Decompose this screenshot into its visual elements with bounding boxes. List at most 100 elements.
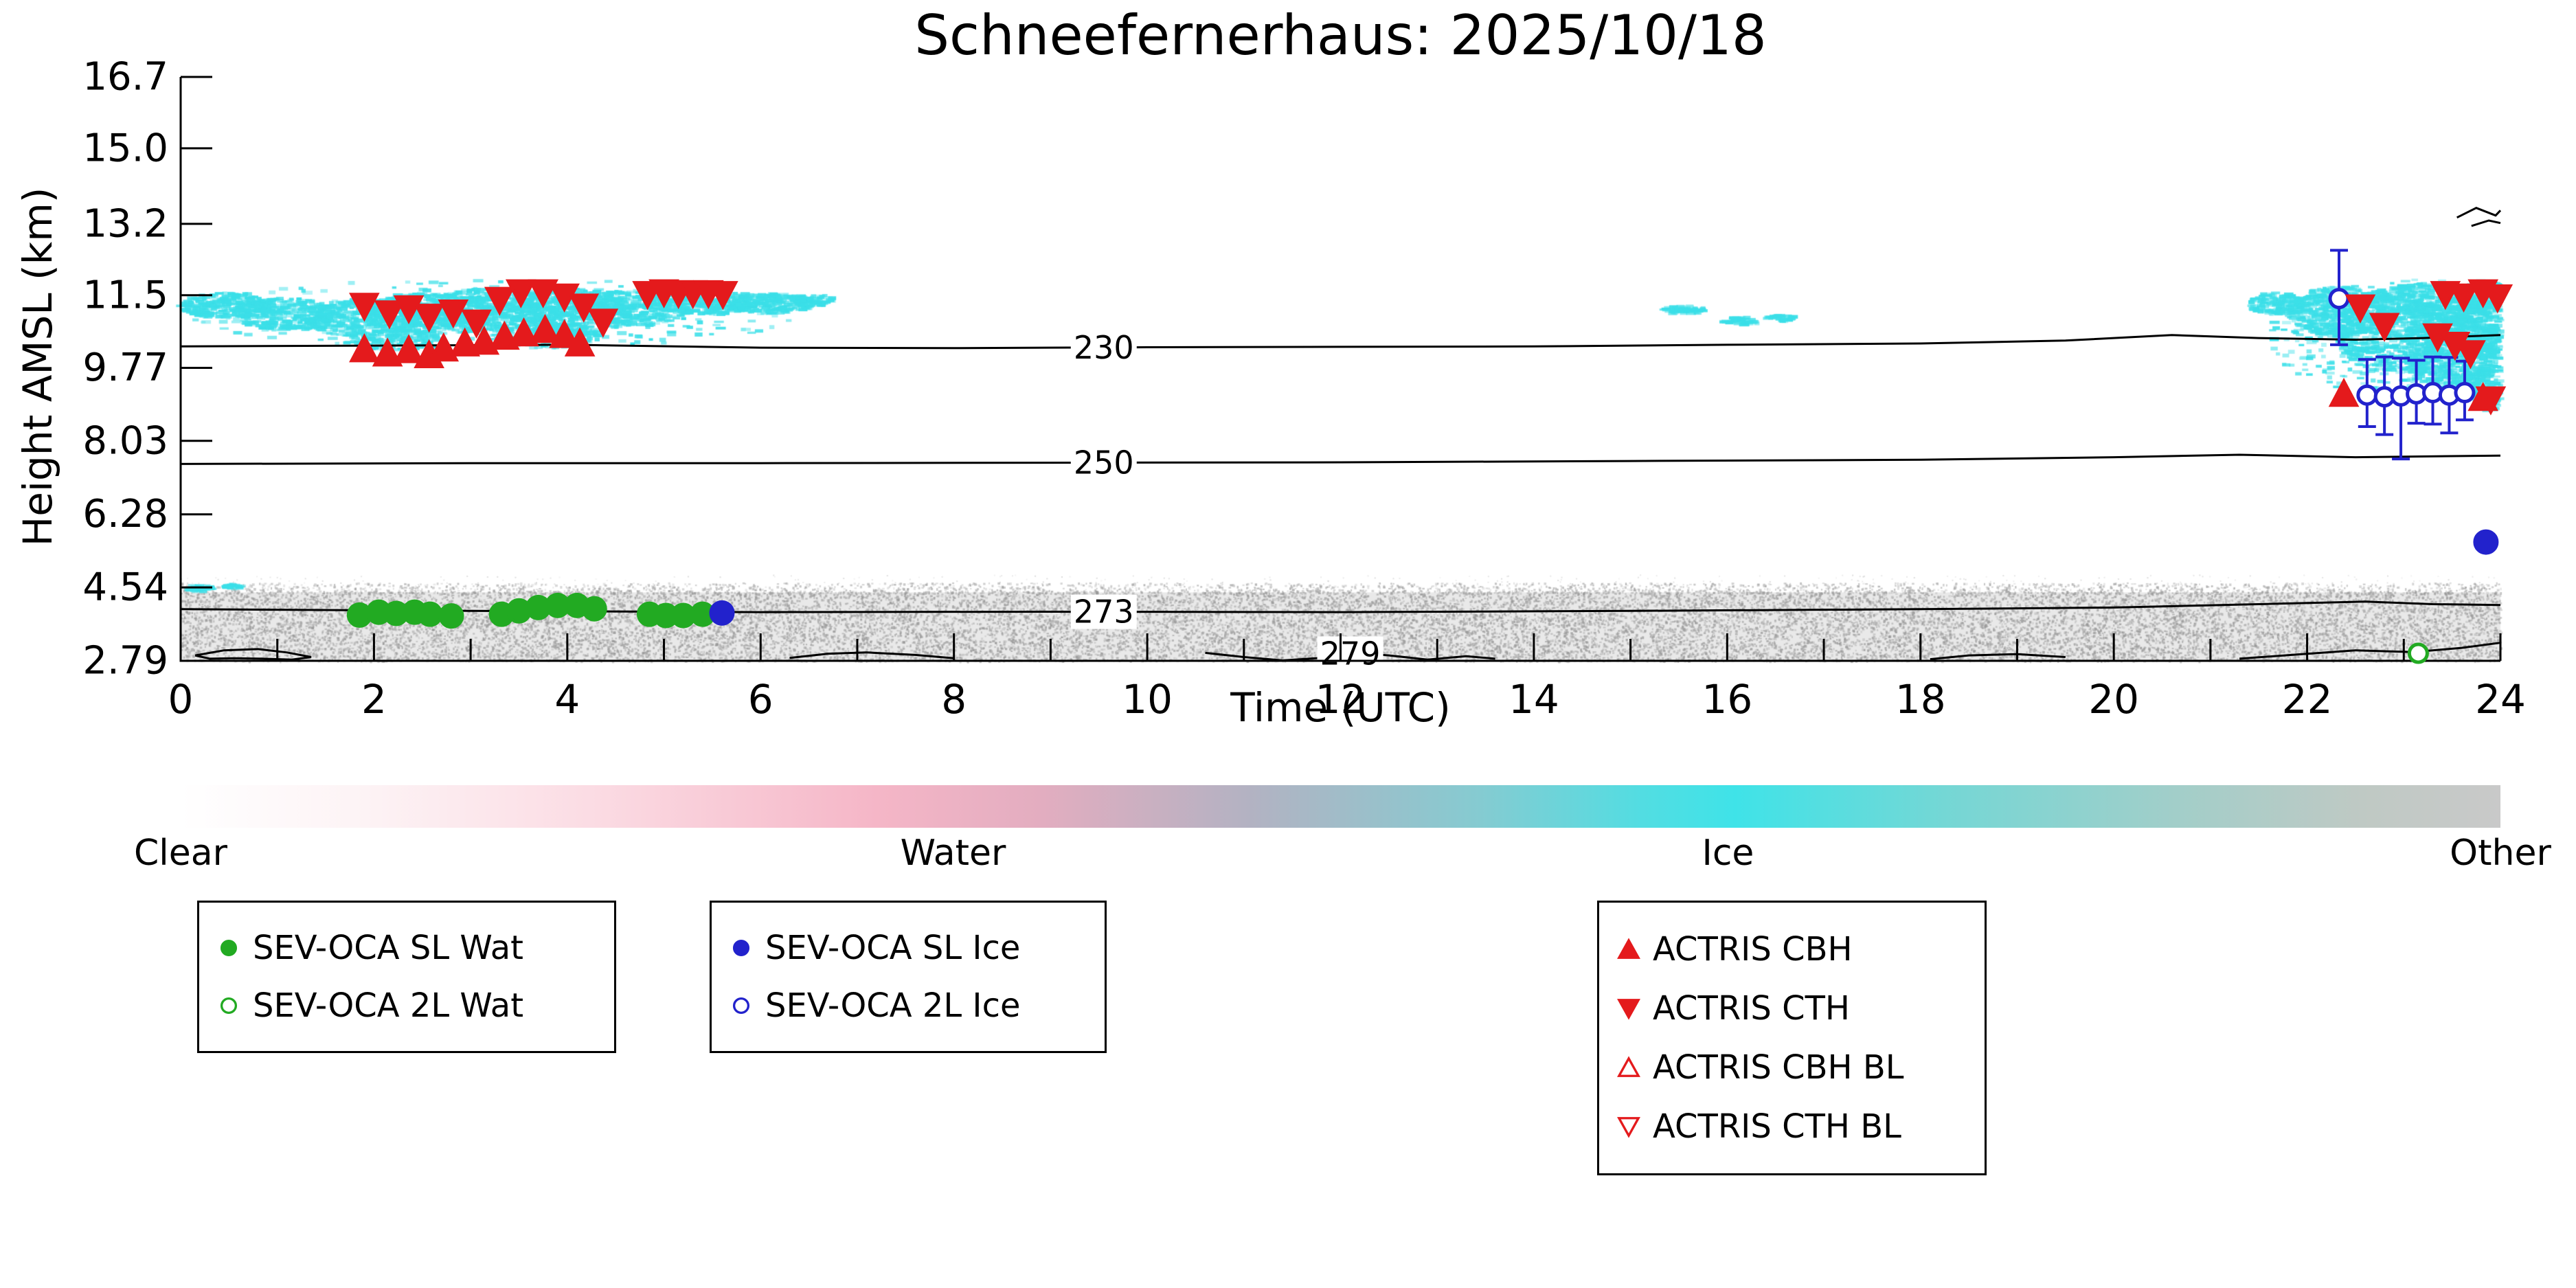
marker-actris-cth bbox=[708, 281, 738, 310]
contour-line-230 bbox=[180, 334, 2501, 350]
contour-line-seg6 bbox=[1930, 653, 2066, 661]
marker-actris-cbh bbox=[530, 314, 561, 343]
x-tick-label: 20 bbox=[2088, 676, 2139, 723]
marker-actris-cth bbox=[438, 299, 469, 329]
contour-line-seg8 bbox=[2456, 207, 2502, 219]
legend-marker-triangle-icon bbox=[1617, 999, 1640, 1020]
marker-sev-oca-sl-ice bbox=[709, 600, 735, 626]
marker-actris-cbh bbox=[428, 332, 460, 362]
contour-label-230: 230 bbox=[1074, 329, 1134, 366]
marker-actris-cth bbox=[568, 293, 600, 323]
legend-item: SEV-OCA SL Ice bbox=[730, 929, 1087, 967]
x-tick-label: 8 bbox=[941, 676, 967, 723]
x-tick-label: 12 bbox=[1315, 676, 1366, 723]
x-axis-label: Time (UTC) bbox=[1230, 684, 1451, 731]
legend-item: SEV-OCA 2L Ice bbox=[730, 986, 1087, 1025]
y-tick-label: 6.28 bbox=[82, 492, 168, 536]
x-tick-label: 16 bbox=[1702, 676, 1752, 723]
marker-actris-cth bbox=[587, 308, 619, 338]
contour-label-273: 273 bbox=[1074, 594, 1134, 631]
legend-item: ACTRIS CTH bbox=[1617, 989, 1967, 1028]
colorbar-labels: Clear Water Ice Other bbox=[134, 833, 2551, 877]
marker-actris-cbh bbox=[349, 333, 380, 363]
legend-item: ACTRIS CBH BL bbox=[1617, 1048, 1967, 1087]
legend-item-label: SEV-OCA 2L Wat bbox=[253, 986, 524, 1025]
marker-actris-cth bbox=[414, 304, 444, 333]
legend-marker-circle-icon bbox=[732, 997, 750, 1015]
y-tick-label: 8.03 bbox=[82, 418, 168, 463]
x-tick-label: 24 bbox=[2475, 676, 2526, 723]
legend-item-label: SEV-OCA SL Ice bbox=[765, 929, 1021, 967]
marker-sev-oca-sl-wat bbox=[438, 603, 464, 629]
legend-marker-circle-icon bbox=[220, 997, 238, 1015]
x-tick-label: 0 bbox=[168, 676, 194, 723]
marker-sev-oca-sl-wat bbox=[417, 601, 443, 627]
colorbar-gradient bbox=[181, 785, 2500, 828]
x-tick-label: 6 bbox=[748, 676, 773, 723]
contour-label-bg bbox=[1070, 445, 1137, 480]
x-tick-label: 14 bbox=[1509, 676, 1559, 723]
legend-item: SEV-OCA 2L Wat bbox=[217, 986, 596, 1025]
marker-actris-cth bbox=[349, 293, 380, 322]
marker-actris-cth bbox=[461, 309, 492, 339]
contour-label-bg bbox=[1317, 636, 1383, 671]
colorbar-label-water: Water bbox=[900, 833, 1006, 874]
marker-actris-cth bbox=[2455, 340, 2486, 370]
legend-marker-circle-icon bbox=[732, 939, 750, 957]
marker-actris-cbh bbox=[372, 337, 403, 367]
legend-item: SEV-OCA SL Wat bbox=[217, 929, 596, 967]
legend-box-actris: ACTRIS CBH ACTRIS CTH ACTRIS CBH BL ACTRIS … bbox=[1597, 901, 1987, 1175]
marker-actris-cth bbox=[2345, 294, 2376, 324]
marker-sev-oca-2l-wat bbox=[2407, 642, 2429, 664]
marker-actris-cbh bbox=[508, 317, 539, 347]
legend-box-water: SEV-OCA SL Wat SEV-OCA 2L Wat bbox=[197, 901, 616, 1053]
legend-marker-triangle-icon bbox=[1617, 938, 1640, 959]
chart-title: Schneefernerhaus: 2025/10/18 bbox=[914, 3, 1767, 67]
contour-line-250 bbox=[180, 453, 2501, 465]
legend-item-label: ACTRIS CTH BL bbox=[1653, 1107, 1901, 1146]
y-tick-label: 15.0 bbox=[82, 126, 168, 170]
contour-line-seg7 bbox=[2239, 642, 2501, 660]
contour-label-279: 279 bbox=[1320, 635, 1381, 672]
marker-actris-cth bbox=[393, 295, 425, 325]
marker-actris-cbh bbox=[549, 319, 580, 348]
marker-actris-cbh bbox=[449, 327, 480, 357]
marker-actris-cth bbox=[374, 300, 405, 330]
y-tick-label: 2.79 bbox=[82, 639, 168, 683]
y-tick-label: 16.7 bbox=[82, 55, 168, 100]
legend-box-ice: SEV-OCA SL Ice SEV-OCA 2L Ice bbox=[710, 901, 1107, 1053]
legend-item: ACTRIS CBH bbox=[1617, 930, 1967, 969]
marker-actris-cth bbox=[2369, 313, 2400, 342]
y-tick-label: 13.2 bbox=[82, 201, 168, 246]
contour-line-seg5 bbox=[789, 651, 954, 659]
contour-label-250: 250 bbox=[1074, 444, 1134, 481]
marker-sev-oca-sl-wat bbox=[581, 596, 607, 622]
marker-actris-cbh bbox=[393, 334, 425, 363]
marker-actris-cth bbox=[2448, 283, 2479, 313]
marker-actris-cth bbox=[2475, 386, 2507, 416]
x-tick-label: 22 bbox=[2282, 676, 2333, 723]
legend-item-label: ACTRIS CTH bbox=[1653, 989, 1850, 1028]
x-tick-label: 4 bbox=[554, 676, 580, 723]
colorbar-label-other: Other bbox=[2450, 833, 2551, 874]
contour-line-seg4 bbox=[194, 648, 312, 661]
x-tick-label: 2 bbox=[361, 676, 387, 723]
marker-actris-cth bbox=[2482, 284, 2513, 314]
legend-marker-triangle-icon bbox=[1617, 1056, 1640, 1077]
y-tick-label: 11.5 bbox=[82, 273, 168, 317]
contour-line-seg9 bbox=[2471, 219, 2501, 227]
colorbar-label-ice: Ice bbox=[1702, 833, 1754, 874]
x-tick-label: 10 bbox=[1122, 676, 1173, 723]
marker-actris-cth bbox=[505, 279, 536, 308]
marker-actris-cbh bbox=[2328, 377, 2360, 407]
marker-actris-cbh bbox=[564, 327, 596, 357]
legend-item-label: ACTRIS CBH bbox=[1653, 930, 1853, 969]
y-tick-label: 4.54 bbox=[82, 565, 168, 610]
y-axis-label: Height AMSL (km) bbox=[14, 187, 61, 547]
contour-label-bg bbox=[1070, 330, 1137, 365]
marker-sev-oca-2l-ice bbox=[2328, 288, 2350, 310]
marker-sev-oca-2l-ice bbox=[2454, 382, 2476, 404]
legend-marker-circle-icon bbox=[220, 939, 238, 957]
